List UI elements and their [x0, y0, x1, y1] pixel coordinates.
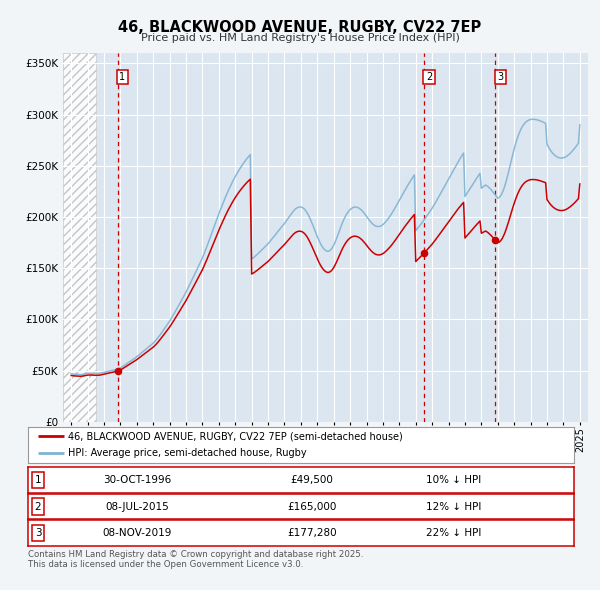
Text: 46, BLACKWOOD AVENUE, RUGBY, CV22 7EP (semi-detached house): 46, BLACKWOOD AVENUE, RUGBY, CV22 7EP (s…: [68, 431, 402, 441]
Text: 1: 1: [119, 72, 125, 82]
Text: 3: 3: [35, 528, 41, 538]
Text: £49,500: £49,500: [290, 475, 334, 485]
Text: Price paid vs. HM Land Registry's House Price Index (HPI): Price paid vs. HM Land Registry's House …: [140, 33, 460, 43]
Text: 30-OCT-1996: 30-OCT-1996: [103, 475, 172, 485]
Text: £165,000: £165,000: [287, 502, 337, 512]
Text: 3: 3: [497, 72, 503, 82]
Text: 12% ↓ HPI: 12% ↓ HPI: [427, 502, 482, 512]
Text: Contains HM Land Registry data © Crown copyright and database right 2025.
This d: Contains HM Land Registry data © Crown c…: [28, 550, 364, 569]
Text: 2: 2: [35, 502, 41, 512]
Text: 46, BLACKWOOD AVENUE, RUGBY, CV22 7EP: 46, BLACKWOOD AVENUE, RUGBY, CV22 7EP: [118, 20, 482, 35]
Text: 10% ↓ HPI: 10% ↓ HPI: [427, 475, 482, 485]
Text: 08-JUL-2015: 08-JUL-2015: [106, 502, 169, 512]
Text: 08-NOV-2019: 08-NOV-2019: [103, 528, 172, 538]
Text: 2: 2: [426, 72, 432, 82]
Text: HPI: Average price, semi-detached house, Rugby: HPI: Average price, semi-detached house,…: [68, 448, 306, 458]
Text: 1: 1: [35, 475, 41, 485]
Text: £177,280: £177,280: [287, 528, 337, 538]
Text: 22% ↓ HPI: 22% ↓ HPI: [427, 528, 482, 538]
